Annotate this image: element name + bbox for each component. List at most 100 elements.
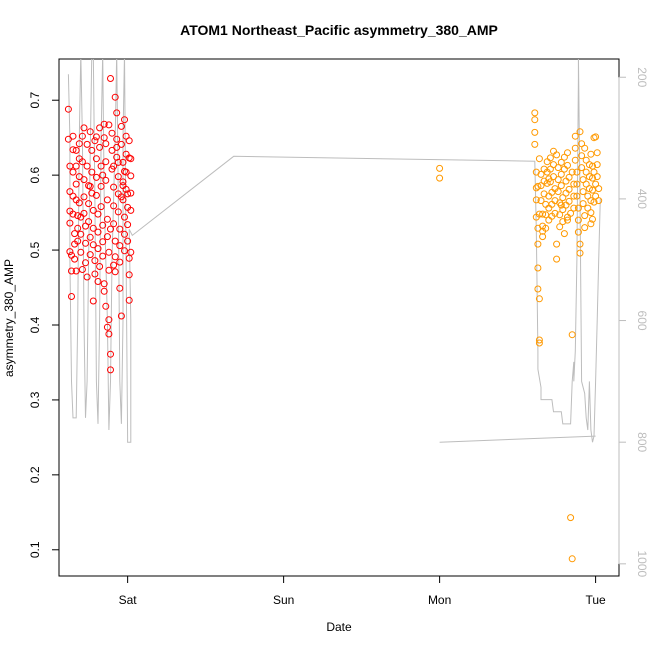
data-point [571,132,579,140]
data-point [69,210,77,218]
data-point [105,121,113,129]
data-point [578,152,586,160]
data-point [545,175,553,183]
data-point [121,247,128,255]
data-point [110,183,118,191]
data-point [531,109,539,117]
data-point [121,116,128,124]
data-point [99,252,107,260]
data-point [111,237,119,245]
data-point [534,264,542,272]
data-point [110,220,118,228]
data-point [581,224,589,232]
data-point [568,168,576,176]
data-point [557,182,565,190]
data-point [74,224,82,232]
data-point [83,162,91,170]
data-point [557,170,565,178]
data-point [576,240,584,248]
data-point [568,331,576,339]
data-point [91,257,99,265]
data-point [124,221,132,229]
data-point [74,237,82,245]
data-point [127,172,135,180]
data-point [100,134,108,142]
data-point [127,206,135,214]
data-point [553,255,561,263]
data-point [592,133,600,141]
data-point [102,158,110,166]
data-point [72,162,80,170]
data-point [103,233,111,241]
data-point [68,267,75,275]
data-point [113,143,121,151]
data-point [564,149,571,157]
data-point [105,266,113,274]
data-point [86,251,94,259]
data-point [69,146,77,154]
data-point [595,185,603,193]
data-point [91,137,99,145]
x-tick-label: Tue [585,593,606,607]
data-point [107,366,114,374]
data-point [121,230,128,238]
data-point [593,161,601,169]
data-point [82,239,89,247]
data-point [102,302,110,310]
data-point [116,225,124,233]
data-point [64,105,72,113]
data-point [545,216,553,224]
data-point [96,124,104,132]
data-point [94,228,102,236]
data-point [110,202,118,210]
data-point [125,271,133,279]
data-point [80,124,88,132]
right-tick-label: 400 [635,189,649,209]
data-point [116,258,124,266]
data-point [78,132,86,140]
data-point [559,194,567,202]
y-tick-label: 0.6 [28,166,42,183]
data-point [537,170,545,178]
data-point [80,193,88,201]
data-point [96,143,104,151]
data-point [589,186,596,194]
data-point [535,210,543,218]
data-point [573,192,581,200]
y-tick-label: 0.5 [28,241,42,258]
x-tick-label: Sun [273,593,294,607]
data-point [89,224,97,232]
data-point [581,212,589,220]
data-point [92,155,100,163]
data-point [117,193,125,201]
data-point [565,197,573,205]
data-point [539,233,547,241]
data-point [539,227,547,235]
data-point [535,336,543,344]
data-point [581,144,589,152]
data-point [119,178,127,186]
data-point [100,287,108,295]
data-point [534,240,542,248]
data-point [103,196,111,204]
secondary-lines [67,59,601,443]
data-point [75,199,83,207]
data-point [66,219,74,227]
data-point [579,188,587,196]
data-point [116,242,124,250]
data-point [100,280,108,288]
data-point [113,135,121,143]
x-tick-label: Mon [428,593,451,607]
secondary-line [439,435,596,443]
data-point [565,173,573,181]
data-point [86,182,94,190]
data-point [539,210,547,218]
data-point [571,144,579,152]
data-point [72,180,80,188]
data-point [80,209,88,217]
data-point [97,203,105,211]
data-point [127,248,135,256]
data-point [77,230,85,238]
data-point [590,168,598,176]
data-point [570,192,578,200]
